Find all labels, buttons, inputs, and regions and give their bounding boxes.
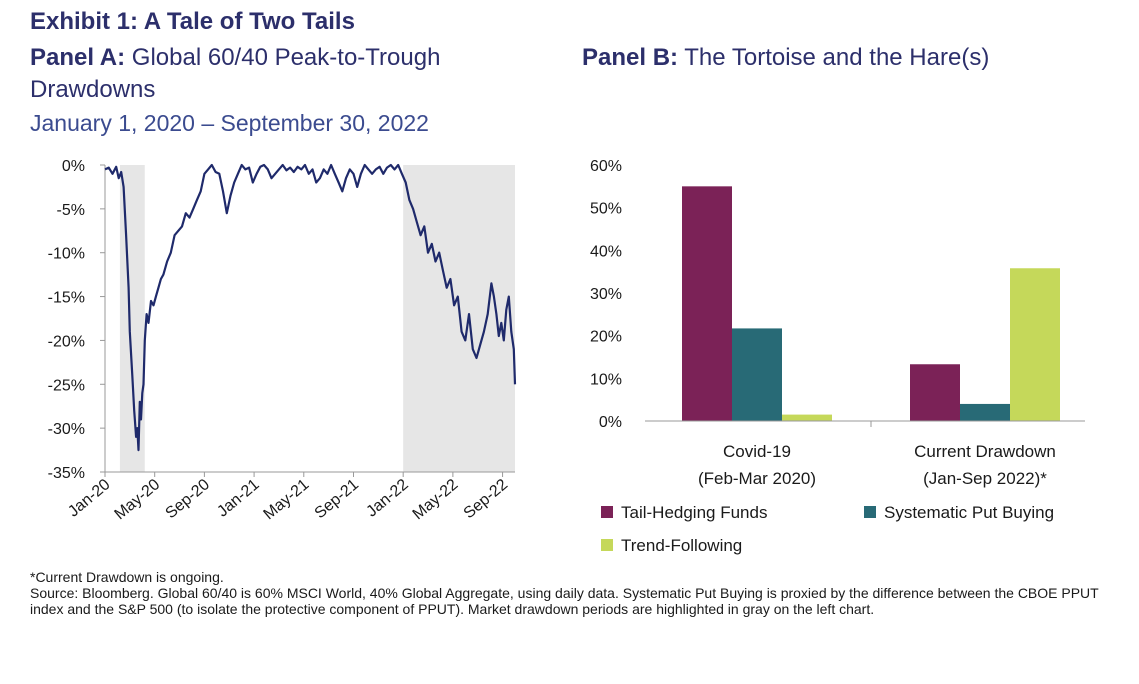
tortoise-hare-bar-chart: 60% 50% 40% 30% 20% 10% 0% Covid-19 (Feb-Mar 202… bbox=[590, 158, 1085, 555]
legend-swatch bbox=[601, 506, 613, 518]
x-tick-label: May-21 bbox=[261, 476, 313, 523]
y-tick-label: 20% bbox=[590, 329, 622, 346]
y-tick-label: 10% bbox=[590, 371, 622, 388]
x-tick-label: Sep-21 bbox=[312, 476, 363, 522]
x-tick-label: Sep-22 bbox=[461, 476, 512, 522]
y-tick-label: -5% bbox=[57, 202, 85, 219]
panel-b-title-text: The Tortoise and the Hare(s) bbox=[678, 44, 990, 71]
bar-systematic-put-buying-2 bbox=[960, 403, 1010, 421]
panel-a-date-range: January 1, 2020 – September 30, 2022 bbox=[30, 110, 429, 136]
legend-swatch bbox=[864, 506, 876, 518]
y-tick-label: -30% bbox=[48, 421, 85, 438]
exhibit-title: Exhibit 1: A Tale of Two Tails bbox=[30, 8, 355, 35]
category-label: (Jan-Sep 2022)* bbox=[923, 469, 1047, 488]
bar-trend-following-1 bbox=[782, 414, 832, 421]
panel-b-prefix: Panel B: bbox=[582, 44, 679, 71]
legend-label: Systematic Put Buying bbox=[884, 503, 1054, 522]
y-tick-label: -15% bbox=[48, 290, 85, 307]
y-tick-label: -10% bbox=[48, 246, 85, 263]
panel-a-title-text: Global 60/40 Peak-to-Trough Drawdowns bbox=[30, 44, 441, 103]
drawdown-line-chart: 0%-5%-10%-15%-20%-25%-30%-35%Jan-20May-2… bbox=[48, 158, 517, 523]
y-tick-label: 0% bbox=[62, 158, 85, 175]
footnote-ongoing: *Current Drawdown is ongoing. bbox=[30, 569, 224, 585]
panel-a-prefix: Panel A: bbox=[30, 44, 126, 71]
y-tick-label: -25% bbox=[48, 377, 85, 394]
bar-trend-following-2 bbox=[1010, 268, 1060, 421]
drawdown-series-line bbox=[104, 163, 517, 452]
category-label: Covid-19 bbox=[723, 442, 791, 461]
category-label: (Feb-Mar 2020) bbox=[698, 469, 816, 488]
y-tick-label: 50% bbox=[590, 201, 622, 218]
panel-b-title: Panel B: The Tortoise and the Hare(s) bbox=[582, 42, 989, 74]
legend-label: Tail-Hedging Funds bbox=[621, 503, 767, 522]
legend-swatch bbox=[601, 539, 613, 551]
y-tick-label: 40% bbox=[590, 243, 622, 260]
x-tick-label: Jan-22 bbox=[363, 476, 411, 521]
y-tick-label: 0% bbox=[599, 414, 622, 431]
y-tick-label: 30% bbox=[590, 286, 622, 303]
x-tick-label: Jan-20 bbox=[65, 476, 113, 521]
x-tick-label: May-22 bbox=[410, 476, 462, 523]
y-tick-label: -35% bbox=[48, 465, 85, 482]
x-tick-label: May-20 bbox=[111, 476, 163, 523]
legend-label: Trend-Following bbox=[621, 536, 742, 555]
footnote-source: Source: Bloomberg. Global 60/40 is 60% M… bbox=[30, 585, 1099, 617]
footnote: *Current Drawdown is ongoing. Source: Bl… bbox=[30, 569, 1120, 617]
panel-a-title: Panel A: Global 60/40 Peak-to-Trough Dra… bbox=[30, 42, 500, 106]
bar-tail-hedging-funds-2 bbox=[910, 364, 960, 421]
y-tick-label: -20% bbox=[48, 333, 85, 350]
bar-systematic-put-buying-1 bbox=[732, 328, 782, 421]
y-tick-label: 60% bbox=[590, 158, 622, 175]
category-label: Current Drawdown bbox=[914, 442, 1056, 461]
x-tick-label: Sep-20 bbox=[163, 476, 214, 522]
bar-tail-hedging-funds-1 bbox=[682, 186, 732, 421]
x-tick-label: Jan-21 bbox=[214, 476, 262, 521]
shaded-period-1 bbox=[119, 165, 145, 472]
